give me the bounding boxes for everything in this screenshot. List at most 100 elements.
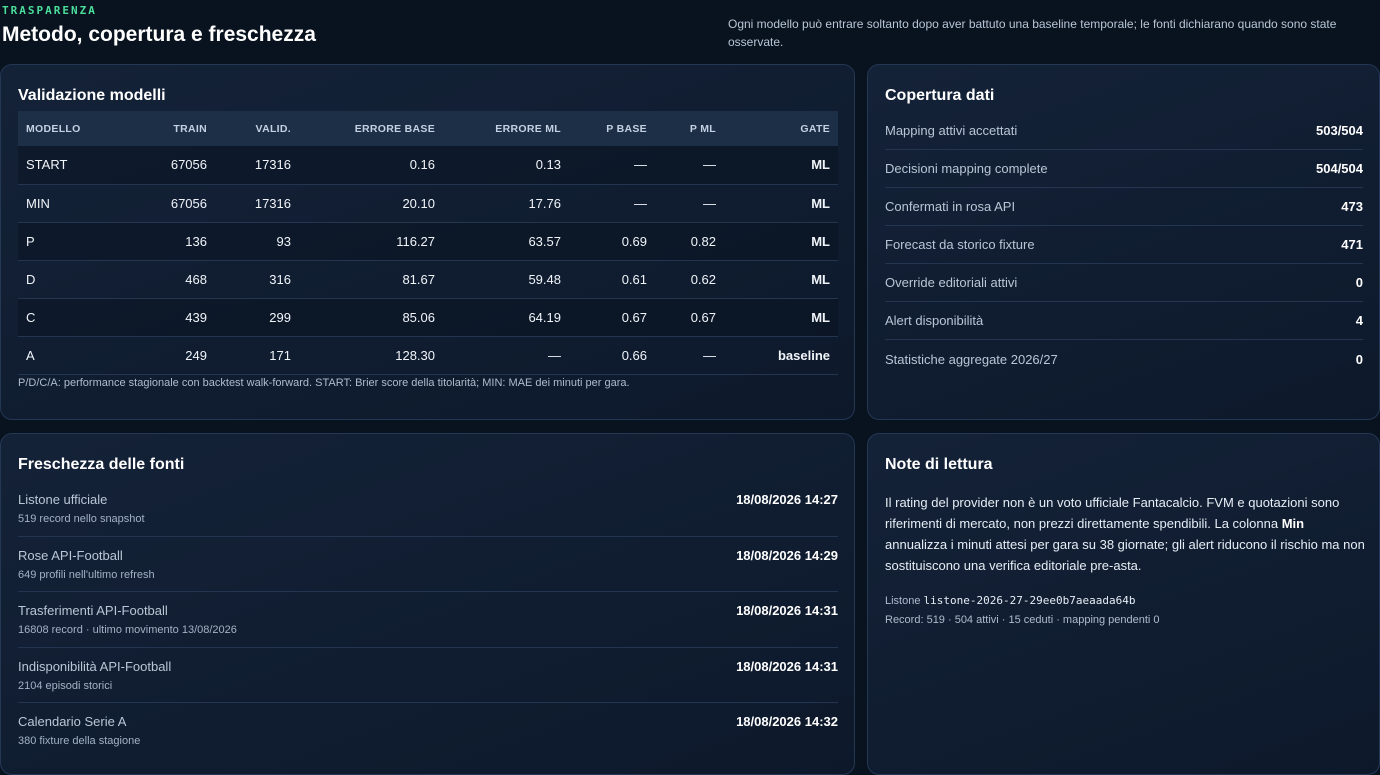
source-freshness-card: Freschezza delle fonti Listone ufficiale… <box>0 433 855 775</box>
cell-gate: ML <box>724 222 838 261</box>
cell-p-base: 0.69 <box>569 222 655 261</box>
source-detail: 2104 episodi storici <box>18 679 113 692</box>
col-header-valid: VALID. <box>255 122 291 135</box>
freshness-list: Listone ufficiale 519 record nello snaps… <box>18 481 838 759</box>
cell-error-ml: 64.19 <box>443 298 569 337</box>
page-title: Metodo, copertura e freschezza <box>2 23 316 46</box>
source-timestamp: 18/08/2026 14:27 <box>736 492 838 507</box>
cell-valid: 17316 <box>215 184 299 223</box>
cell-error-ml: 59.48 <box>443 260 569 299</box>
cell-gate: ML <box>724 298 838 337</box>
cell-error-ml: 0.13 <box>443 146 569 185</box>
coverage-label: Forecast da storico fixture <box>885 237 1035 252</box>
cell-p-base: — <box>569 184 655 223</box>
cell-p-ml: — <box>655 146 724 185</box>
list-item: Decisioni mapping complete 504/504 <box>885 150 1363 188</box>
cell-train: 439 <box>128 298 215 337</box>
coverage-label: Mapping attivi accettati <box>885 123 1018 138</box>
coverage-label: Statistiche aggregate 2026/27 <box>885 351 1058 367</box>
notes-meta: Listone listone-2026-27-29ee0b7aeaada64b… <box>885 591 1365 630</box>
cell-error-base: 0.16 <box>299 146 443 185</box>
cell-p-ml: — <box>655 184 724 223</box>
cell-model: MIN <box>18 184 128 223</box>
cell-error-base: 81.67 <box>299 260 443 299</box>
coverage-value: 0 <box>1355 351 1363 367</box>
cell-error-ml: 17.76 <box>443 184 569 223</box>
cell-valid: 171 <box>215 336 299 375</box>
cell-p-ml: 0.62 <box>655 260 724 299</box>
source-timestamp: 18/08/2026 14:29 <box>736 547 838 563</box>
section-eyebrow: TRASPARENZA <box>2 4 97 17</box>
notes-text-bold: Min <box>1281 516 1305 531</box>
coverage-value: 4 <box>1355 313 1363 328</box>
cell-p-ml: — <box>655 336 724 375</box>
col-header-error-ml: ERRORE ML <box>495 122 561 135</box>
cell-model: P <box>18 222 128 261</box>
coverage-label: Confermati in rosa API <box>885 199 1016 214</box>
cell-train: 136 <box>128 222 215 261</box>
source-name: Listone ufficiale <box>18 492 108 507</box>
listone-label: Listone <box>885 595 924 607</box>
coverage-list: Mapping attivi accettati 503/504 Decisio… <box>885 112 1363 378</box>
list-item: Calendario Serie A 380 fixture della sta… <box>18 703 838 759</box>
source-detail: 649 profili nell'ultimo refresh <box>18 568 155 581</box>
coverage-label: Decisioni mapping complete <box>885 161 1048 176</box>
source-timestamp: 18/08/2026 14:31 <box>736 603 838 619</box>
col-header-train: TRAIN <box>173 122 207 135</box>
notes-text-part: annualizza i minuti attesi per gara su 3… <box>885 537 1365 573</box>
table-row: A 249 171 128.30 — 0.66 — baseline <box>18 336 838 375</box>
coverage-value: 503/504 <box>1316 123 1363 138</box>
cell-gate: ML <box>724 260 838 299</box>
source-detail: 380 fixture della stagione <box>18 735 141 748</box>
list-item: Trasferimenti API-Football 16808 record … <box>18 592 838 648</box>
col-header-model: MODELLO <box>26 122 81 135</box>
cell-p-base: 0.61 <box>569 260 655 299</box>
cell-p-ml: 0.82 <box>655 222 724 261</box>
table-row: D 468 316 81.67 59.48 0.61 0.62 ML <box>18 260 838 299</box>
source-name: Trasferimenti API-Football <box>18 603 168 619</box>
cell-p-base: 0.66 <box>569 336 655 375</box>
cell-error-base: 128.30 <box>299 336 443 375</box>
table-row: MIN 67056 17316 20.10 17.76 — — ML <box>18 184 838 223</box>
coverage-value: 0 <box>1355 275 1363 290</box>
table-row: P 136 93 116.27 63.57 0.69 0.82 ML <box>18 222 838 261</box>
card-title: Freschezza delle fonti <box>18 456 185 473</box>
cell-model: A <box>18 336 128 375</box>
source-timestamp: 18/08/2026 14:32 <box>736 714 838 730</box>
card-title: Validazione modelli <box>18 87 166 104</box>
page-description: Ogni modello può entrare soltanto dopo a… <box>728 17 1337 49</box>
list-item: Override editoriali attivi 0 <box>885 264 1363 302</box>
cell-error-ml: 63.57 <box>443 222 569 261</box>
list-item: Listone ufficiale 519 record nello snaps… <box>18 481 838 537</box>
cell-p-ml: 0.67 <box>655 298 724 337</box>
cell-model: START <box>18 146 128 185</box>
list-item: Statistiche aggregate 2026/27 0 <box>885 340 1363 378</box>
cell-p-base: — <box>569 146 655 185</box>
notes-paragraph: Il rating del provider non è un voto uff… <box>885 492 1365 576</box>
card-title: Copertura dati <box>885 87 995 104</box>
record-line: Record: 519 · 504 attivi · 15 ceduti · m… <box>885 614 1160 626</box>
source-timestamp: 18/08/2026 14:31 <box>736 658 838 674</box>
cell-train: 468 <box>128 260 215 299</box>
table-row: C 439 299 85.06 64.19 0.67 0.67 ML <box>18 298 838 337</box>
cell-model: C <box>18 298 128 337</box>
cell-valid: 316 <box>215 260 299 299</box>
table-row: START 67056 17316 0.16 0.13 — — ML <box>18 146 838 185</box>
coverage-value: 473 <box>1341 199 1363 214</box>
list-item: Indisponibilità API-Football 2104 episod… <box>18 648 838 704</box>
cell-error-base: 116.27 <box>299 222 443 261</box>
list-item: Alert disponibilità 4 <box>885 302 1363 340</box>
list-item: Mapping attivi accettati 503/504 <box>885 112 1363 150</box>
validation-table: MODELLO TRAIN VALID. ERRORE BASE ERRORE … <box>18 111 838 375</box>
list-item: Forecast da storico fixture 471 <box>885 226 1363 264</box>
col-header-error-base: ERRORE BASE <box>354 122 435 135</box>
col-header-gate: GATE <box>800 122 830 135</box>
cell-gate: ML <box>724 146 838 185</box>
cell-train: 67056 <box>128 184 215 223</box>
table-header-row: MODELLO TRAIN VALID. ERRORE BASE ERRORE … <box>18 111 838 146</box>
coverage-label: Override editoriali attivi <box>885 275 1018 290</box>
col-header-p-ml: P ML <box>689 122 716 135</box>
col-header-p-base: P BASE <box>606 122 647 135</box>
cell-gate: baseline <box>724 336 838 375</box>
